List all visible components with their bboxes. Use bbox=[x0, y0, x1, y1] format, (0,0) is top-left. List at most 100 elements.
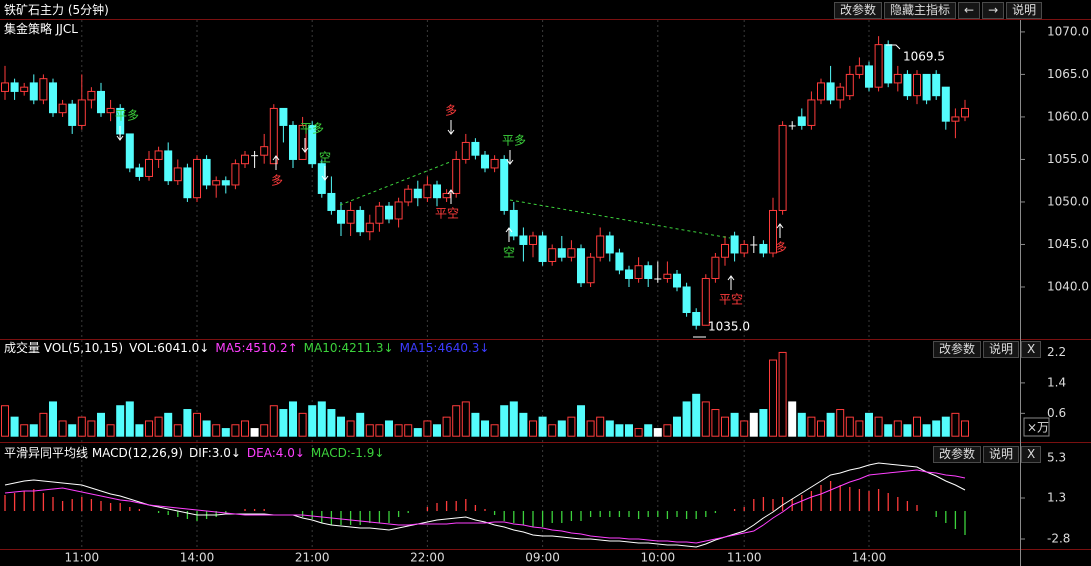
volume-bar bbox=[529, 420, 537, 437]
candle-body bbox=[125, 133, 134, 169]
candle-body bbox=[375, 205, 384, 224]
candle-body bbox=[721, 243, 729, 258]
candle-body bbox=[145, 158, 153, 177]
volume-bar bbox=[701, 401, 710, 437]
candle-body bbox=[212, 180, 221, 186]
x-tick-label: 14:00 bbox=[180, 551, 215, 565]
y-tick-label: 1.3 bbox=[1047, 491, 1066, 505]
signal-label: 平多 bbox=[300, 122, 324, 136]
volume-bar bbox=[548, 424, 557, 437]
candle-body bbox=[289, 124, 297, 160]
volume-bar bbox=[749, 412, 758, 437]
button[interactable]: 说明 bbox=[983, 341, 1020, 358]
candle-body bbox=[750, 244, 758, 246]
volume-bar bbox=[721, 416, 729, 437]
candle-body bbox=[106, 107, 115, 114]
volume-bar bbox=[154, 416, 163, 437]
candle-body bbox=[365, 222, 374, 233]
volume-bar bbox=[193, 412, 201, 437]
candle-body bbox=[442, 192, 451, 199]
volume-bar bbox=[39, 412, 48, 437]
legend-item: DIF:3.0↓ bbox=[188, 446, 241, 460]
button[interactable]: X bbox=[1021, 446, 1042, 463]
volume-bar bbox=[826, 412, 835, 437]
candle-body bbox=[817, 82, 825, 101]
candle-body bbox=[154, 150, 163, 160]
volume-bar bbox=[97, 412, 105, 437]
button[interactable]: 改参数 bbox=[933, 341, 982, 358]
candle-body bbox=[231, 163, 240, 186]
signal-label: 平多 bbox=[502, 134, 526, 148]
button[interactable]: 隐藏主指标 bbox=[884, 2, 957, 19]
candle-body bbox=[135, 167, 144, 177]
candle-body bbox=[356, 209, 365, 233]
volume-bar bbox=[797, 412, 806, 437]
signal-label: 平空 bbox=[435, 207, 459, 221]
button[interactable]: 说明 bbox=[1006, 2, 1043, 19]
button[interactable]: X bbox=[1021, 341, 1042, 358]
volume-bar bbox=[269, 405, 278, 437]
volume-bar bbox=[673, 416, 681, 437]
volume-bar bbox=[68, 424, 77, 437]
button[interactable]: ← bbox=[958, 2, 981, 19]
candle-body bbox=[615, 252, 624, 271]
candle-body bbox=[500, 158, 509, 211]
candle-body bbox=[29, 82, 38, 101]
candle-body bbox=[452, 158, 461, 194]
legend-item: MACD:-1.9↓ bbox=[310, 446, 385, 460]
volume-bar bbox=[778, 351, 787, 437]
volume-bar bbox=[10, 416, 19, 437]
volume-bar bbox=[557, 420, 566, 437]
candle-body bbox=[893, 73, 902, 84]
x-tick-label: 14:00 bbox=[852, 551, 887, 565]
legend-item: MA10:4211.3↓ bbox=[303, 341, 394, 355]
candle-body bbox=[807, 99, 816, 126]
signal-arrow-head bbox=[116, 135, 124, 141]
candle-body bbox=[173, 167, 182, 182]
volume-bar bbox=[692, 393, 701, 437]
toolbar: 改参数 隐藏主指标 ← → 说明 bbox=[834, 2, 1043, 19]
candle-body bbox=[202, 158, 211, 186]
signal-arrow-head bbox=[321, 175, 329, 181]
volume-bar bbox=[145, 420, 153, 437]
candle-body bbox=[567, 248, 576, 258]
candle-body bbox=[394, 201, 403, 220]
candle-body bbox=[298, 124, 307, 160]
macd-toolbar: 改参数 说明 X bbox=[933, 446, 1042, 463]
candle-body bbox=[337, 209, 345, 224]
y-tick-label: 5.3 bbox=[1047, 451, 1066, 465]
button[interactable]: → bbox=[982, 2, 1005, 19]
candle-body bbox=[673, 273, 681, 288]
y-tick-label: 1055.0 bbox=[1047, 152, 1089, 166]
window-title: 铁矿石主力 (5分钟) bbox=[4, 3, 109, 17]
candle-body bbox=[596, 235, 605, 258]
signal-arrow-head bbox=[505, 227, 513, 233]
volume-bar bbox=[231, 424, 240, 437]
signal-label: 多 bbox=[445, 104, 457, 118]
extreme-label: 1035.0 bbox=[708, 320, 750, 334]
button[interactable]: 改参数 bbox=[933, 446, 982, 463]
candle-body bbox=[855, 65, 864, 75]
signal-label: 平空 bbox=[719, 293, 743, 307]
signal-label: 平多 bbox=[115, 109, 139, 123]
volume-bar bbox=[653, 428, 662, 437]
candle-body bbox=[711, 256, 720, 279]
candle-body bbox=[625, 269, 633, 279]
volume-bar bbox=[308, 405, 317, 437]
button[interactable]: 改参数 bbox=[834, 2, 883, 19]
volume-bar bbox=[404, 424, 413, 437]
volume-bar bbox=[317, 401, 326, 437]
volume-bar bbox=[807, 416, 816, 437]
y-tick-label: 2.2 bbox=[1047, 345, 1066, 359]
volume-bar bbox=[49, 401, 57, 437]
candle-body bbox=[941, 86, 950, 122]
extreme-connector bbox=[886, 44, 901, 50]
signal-arrow-head bbox=[301, 147, 309, 153]
volume-bar bbox=[212, 424, 221, 437]
candle-body bbox=[10, 82, 19, 92]
button[interactable]: 说明 bbox=[983, 446, 1020, 463]
volume-bar bbox=[865, 412, 873, 437]
volume-toolbar: 改参数 说明 X bbox=[933, 341, 1042, 358]
volume-bar bbox=[289, 401, 297, 437]
candle-body bbox=[58, 103, 67, 114]
